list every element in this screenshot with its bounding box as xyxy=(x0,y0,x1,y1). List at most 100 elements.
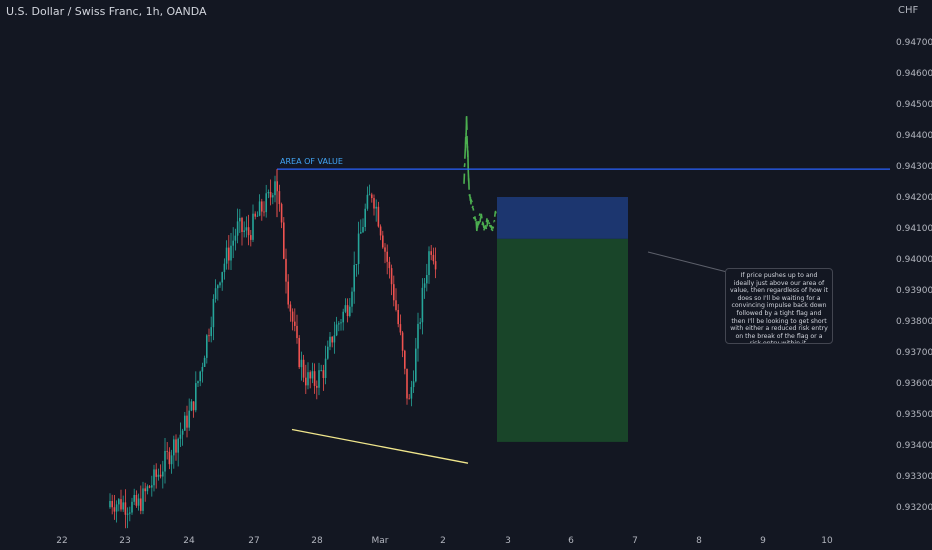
projection-segment xyxy=(490,226,493,231)
candle-body xyxy=(340,322,342,324)
projection-segment xyxy=(488,222,491,225)
candle-body xyxy=(148,486,151,488)
candle-body xyxy=(397,309,399,325)
candle-body xyxy=(201,366,204,372)
time-tick-label: 9 xyxy=(760,536,766,546)
currency-label: CHF xyxy=(898,5,919,16)
candle-body xyxy=(153,469,155,486)
candle-body xyxy=(346,305,349,317)
candle-body xyxy=(388,261,391,269)
candle-body xyxy=(291,311,294,322)
analysis-note[interactable]: If price pushes up to and ideally just a… xyxy=(725,268,833,344)
candle-body xyxy=(144,488,146,492)
candle-body xyxy=(129,512,131,514)
candle-body xyxy=(166,450,168,452)
candle-body xyxy=(335,324,338,336)
candle-body xyxy=(393,284,395,301)
candle-body xyxy=(404,350,406,369)
candle-body xyxy=(109,501,111,508)
support-trendline[interactable] xyxy=(291,428,469,464)
candle-body xyxy=(115,504,118,512)
price-tick-label: 0.93400 xyxy=(896,441,932,451)
projection-segment xyxy=(485,218,488,223)
candle-body xyxy=(432,254,435,262)
time-tick-label: 7 xyxy=(632,536,638,546)
projection-layer xyxy=(463,116,497,232)
candle-body xyxy=(331,336,333,343)
candle-body xyxy=(133,495,135,502)
candle-body xyxy=(239,217,241,222)
candle-body xyxy=(146,486,149,492)
candle-body xyxy=(190,401,193,411)
candle-body xyxy=(408,398,410,400)
candle-body xyxy=(320,370,322,371)
candle-body xyxy=(366,194,369,209)
candle-body xyxy=(225,247,228,264)
price-axis[interactable]: 0.94700 0.94600 0.94500 0.94400 0.94300 0.942… xyxy=(896,38,932,513)
candle-body xyxy=(294,321,296,326)
candle-body xyxy=(210,327,212,337)
candle-body xyxy=(256,215,259,217)
candle-body xyxy=(142,488,144,511)
candle-body xyxy=(421,287,424,323)
candle-body xyxy=(236,221,239,236)
candle-body xyxy=(247,227,250,236)
price-tick-label: 0.93200 xyxy=(896,503,932,513)
candle-body xyxy=(351,291,353,307)
candle-body xyxy=(223,263,226,273)
candle-body xyxy=(126,513,129,515)
price-tick-label: 0.94100 xyxy=(896,224,932,234)
symbol-title[interactable]: U.S. Dollar / Swiss Franc, 1h, OANDA xyxy=(6,5,207,18)
time-tick-label: 23 xyxy=(119,536,130,546)
take-profit-zone[interactable] xyxy=(497,238,628,442)
candle-body xyxy=(250,235,252,240)
candle-body xyxy=(168,451,171,465)
price-tick-label: 0.93300 xyxy=(896,472,932,482)
candle-body xyxy=(379,226,382,236)
price-tick-label: 0.93600 xyxy=(896,379,932,389)
candle-body xyxy=(327,346,329,359)
candle-body xyxy=(426,275,428,284)
time-axis[interactable]: 22 23 24 27 28 Mar 2 3 6 7 8 9 10 xyxy=(56,536,833,546)
projection-segment xyxy=(471,200,473,203)
candle-body xyxy=(124,502,127,515)
candle-body xyxy=(305,377,307,386)
candle-body xyxy=(214,288,217,299)
candle-body xyxy=(230,245,232,261)
candle-body xyxy=(307,372,309,386)
candle-body xyxy=(364,208,366,227)
candle-body xyxy=(430,251,432,255)
projection-segment xyxy=(493,219,496,222)
candle-body xyxy=(258,201,261,216)
price-tick-label: 0.93500 xyxy=(896,410,932,420)
candle-body xyxy=(221,272,223,283)
price-tick-label: 0.94400 xyxy=(896,131,932,141)
candle-body xyxy=(280,204,283,223)
candle-body xyxy=(382,235,384,248)
candle-body xyxy=(318,370,320,388)
candle-body xyxy=(140,498,142,511)
candle-body xyxy=(338,323,340,325)
projection-segment xyxy=(488,224,491,227)
candle-body xyxy=(111,501,113,508)
candle-body xyxy=(333,335,336,343)
candle-body xyxy=(316,385,318,388)
candle-body xyxy=(386,251,388,262)
candle-body xyxy=(217,285,219,289)
candle-body xyxy=(285,258,287,282)
candle-body xyxy=(157,474,160,477)
candle-body xyxy=(384,247,386,252)
candle-body xyxy=(283,222,285,259)
candle-body xyxy=(289,304,292,312)
candle-body xyxy=(357,233,360,265)
stop-loss-zone[interactable] xyxy=(497,197,628,239)
candle-body xyxy=(272,195,274,198)
candle-body xyxy=(355,264,358,265)
candle-body xyxy=(199,371,201,382)
candle-body xyxy=(131,501,133,513)
candle-body xyxy=(219,282,221,286)
time-tick-label: 3 xyxy=(505,536,511,546)
projection-segment xyxy=(491,229,494,232)
candle-body xyxy=(120,499,122,510)
